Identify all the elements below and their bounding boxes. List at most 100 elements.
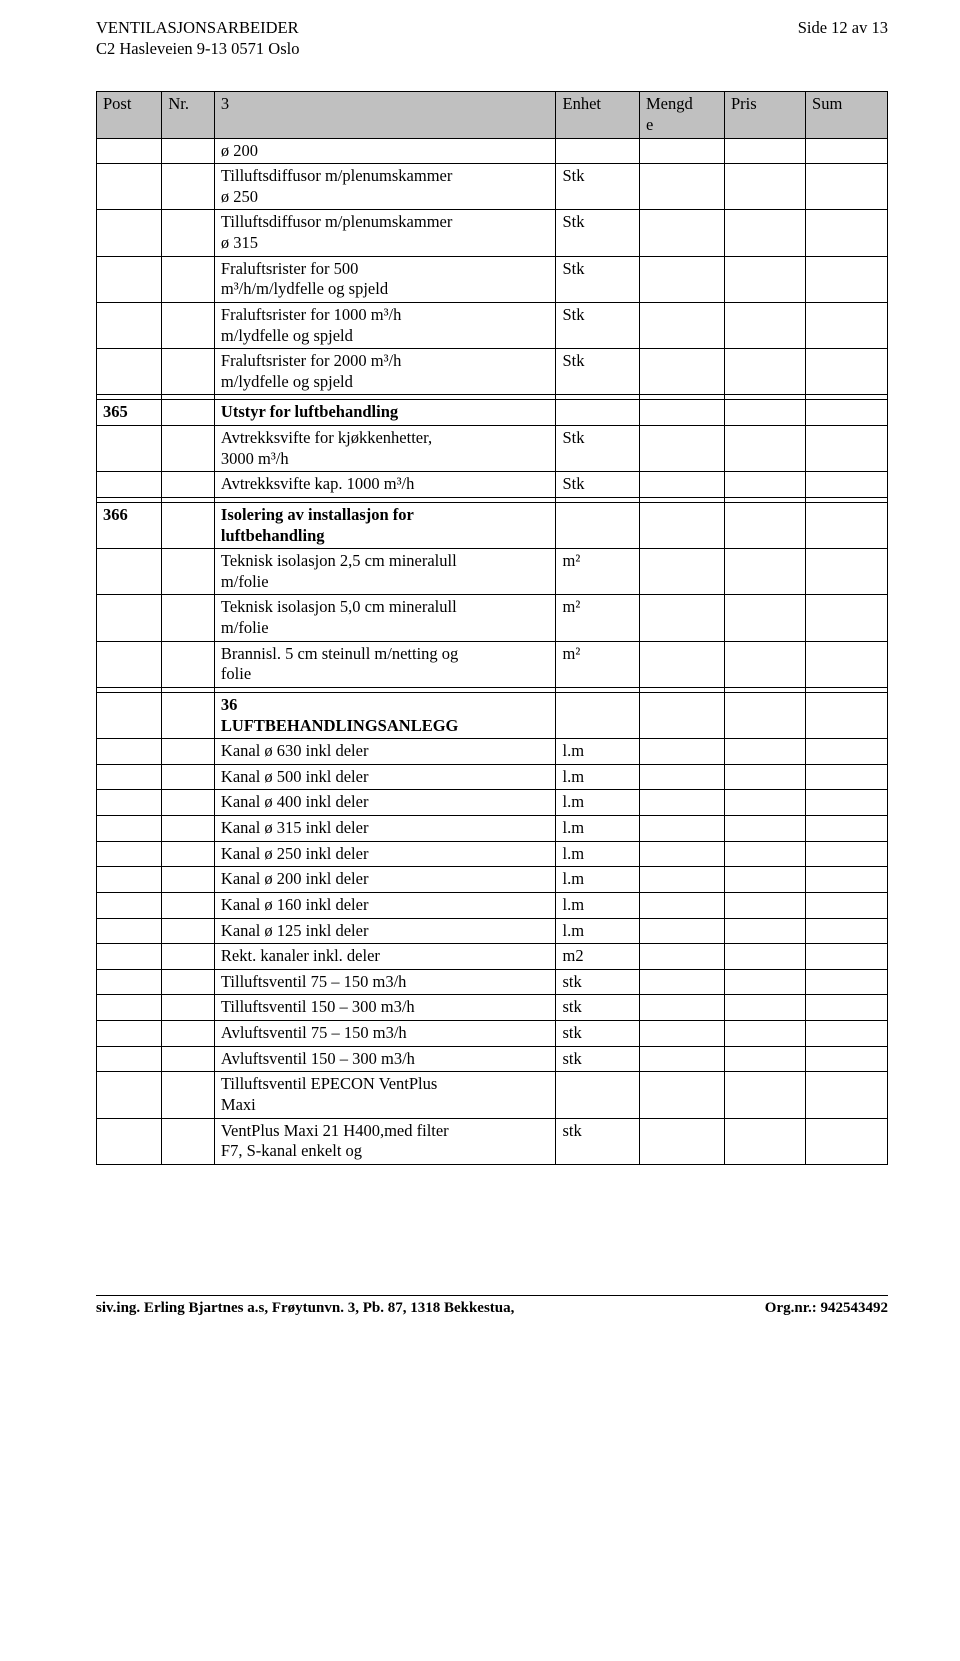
cell-post <box>97 816 162 842</box>
cell-m <box>639 472 724 498</box>
cell-nr <box>162 138 215 164</box>
cell-m <box>639 1021 724 1047</box>
cell-enh: Stk <box>556 426 639 472</box>
cell-post <box>97 1046 162 1072</box>
cell-post <box>97 472 162 498</box>
table-row: ø 200 <box>97 138 888 164</box>
cell-sum <box>806 918 888 944</box>
cell-m <box>639 502 724 548</box>
cell-desc: Avluftsventil 75 – 150 m3/h <box>214 1021 556 1047</box>
cell-nr <box>162 790 215 816</box>
cell-pris <box>725 1118 806 1164</box>
cell-post <box>97 164 162 210</box>
cell-enh: stk <box>556 1118 639 1164</box>
cell-post <box>97 739 162 765</box>
table-row: Brannisl. 5 cm steinull m/netting og fol… <box>97 641 888 687</box>
cell-sum <box>806 944 888 970</box>
cell-post <box>97 1118 162 1164</box>
cell-post: 366 <box>97 502 162 548</box>
cell-enh: m² <box>556 595 639 641</box>
table-row: Fraluftsrister for 500 m³/h/m/lydfelle o… <box>97 256 888 302</box>
th-enh: Enhet <box>556 92 639 138</box>
cell-nr <box>162 1118 215 1164</box>
table-row: Tilluftsdiffusor m/plenumskammer ø 250St… <box>97 164 888 210</box>
cell-m <box>639 400 724 426</box>
cell-sum <box>806 1118 888 1164</box>
page-footer: siv.ing. Erling Bjartnes a.s, Frøytunvn.… <box>96 1300 888 1317</box>
cell-m <box>639 816 724 842</box>
cell-post <box>97 302 162 348</box>
cell-nr <box>162 400 215 426</box>
cell-pris <box>725 841 806 867</box>
cell-post <box>97 692 162 738</box>
spec-table: Post Nr. 3 Enhet Mengd e Pris Sum ø 200T… <box>96 91 888 1165</box>
cell-sum <box>806 816 888 842</box>
cell-desc: VentPlus Maxi 21 H400,med filter F7, S-k… <box>214 1118 556 1164</box>
cell-m <box>639 1072 724 1118</box>
table-row: Teknisk isolasjon 2,5 cm mineralull m/fo… <box>97 549 888 595</box>
doc-title-2: C2 Hasleveien 9-13 0571 Oslo <box>96 39 888 60</box>
cell-sum <box>806 1046 888 1072</box>
table-row: Tilluftsventil EPECON VentPlus Maxi <box>97 1072 888 1118</box>
table-row: Avluftsventil 75 – 150 m3/hstk <box>97 1021 888 1047</box>
cell-nr <box>162 918 215 944</box>
cell-pris <box>725 867 806 893</box>
cell-desc: Kanal ø 500 inkl deler <box>214 764 556 790</box>
cell-sum <box>806 138 888 164</box>
cell-enh: Stk <box>556 349 639 395</box>
cell-pris <box>725 138 806 164</box>
cell-desc: Avluftsventil 150 – 300 m3/h <box>214 1046 556 1072</box>
cell-m <box>639 969 724 995</box>
th-desc: 3 <box>214 92 556 138</box>
th-m: Mengd e <box>639 92 724 138</box>
footer-right: Org.nr.: 942543492 <box>765 1300 888 1317</box>
cell-pris <box>725 918 806 944</box>
cell-desc: Brannisl. 5 cm steinull m/netting og fol… <box>214 641 556 687</box>
cell-nr <box>162 595 215 641</box>
cell-pris <box>725 1021 806 1047</box>
cell-desc: 36 LUFTBEHANDLINGSANLEGG <box>214 692 556 738</box>
cell-m <box>639 595 724 641</box>
table-row: Fraluftsrister for 2000 m³/h m/lydfelle … <box>97 349 888 395</box>
cell-sum <box>806 164 888 210</box>
table-row: Avluftsventil 150 – 300 m3/hstk <box>97 1046 888 1072</box>
table-row: Fraluftsrister for 1000 m³/h m/lydfelle … <box>97 302 888 348</box>
cell-m <box>639 892 724 918</box>
table-row: Kanal ø 400 inkl delerl.m <box>97 790 888 816</box>
cell-nr <box>162 349 215 395</box>
cell-sum <box>806 692 888 738</box>
cell-pris <box>725 302 806 348</box>
table-row: Tilluftsventil 150 – 300 m3/hstk <box>97 995 888 1021</box>
cell-pris <box>725 256 806 302</box>
cell-desc: Kanal ø 160 inkl deler <box>214 892 556 918</box>
cell-enh: m² <box>556 549 639 595</box>
cell-desc: Avtrekksvifte kap. 1000 m³/h <box>214 472 556 498</box>
cell-nr <box>162 816 215 842</box>
cell-m <box>639 349 724 395</box>
cell-post <box>97 1021 162 1047</box>
cell-m <box>639 944 724 970</box>
table-header-row: Post Nr. 3 Enhet Mengd e Pris Sum <box>97 92 888 138</box>
table-row: Rekt. kanaler inkl. delerm2 <box>97 944 888 970</box>
cell-enh: l.m <box>556 918 639 944</box>
table-row: 36 LUFTBEHANDLINGSANLEGG <box>97 692 888 738</box>
cell-pris <box>725 764 806 790</box>
cell-desc: Tilluftsventil EPECON VentPlus Maxi <box>214 1072 556 1118</box>
table-row: Kanal ø 200 inkl delerl.m <box>97 867 888 893</box>
cell-pris <box>725 164 806 210</box>
footer-divider <box>96 1295 888 1296</box>
cell-sum <box>806 1021 888 1047</box>
cell-desc: Fraluftsrister for 500 m³/h/m/lydfelle o… <box>214 256 556 302</box>
cell-pris <box>725 995 806 1021</box>
cell-sum <box>806 892 888 918</box>
cell-nr <box>162 892 215 918</box>
cell-nr <box>162 867 215 893</box>
cell-nr <box>162 995 215 1021</box>
cell-pris <box>725 1046 806 1072</box>
cell-desc: Kanal ø 125 inkl deler <box>214 918 556 944</box>
cell-sum <box>806 502 888 548</box>
cell-post <box>97 595 162 641</box>
cell-post <box>97 764 162 790</box>
cell-nr <box>162 739 215 765</box>
doc-title-1: VENTILASJONSARBEIDER <box>96 18 888 39</box>
